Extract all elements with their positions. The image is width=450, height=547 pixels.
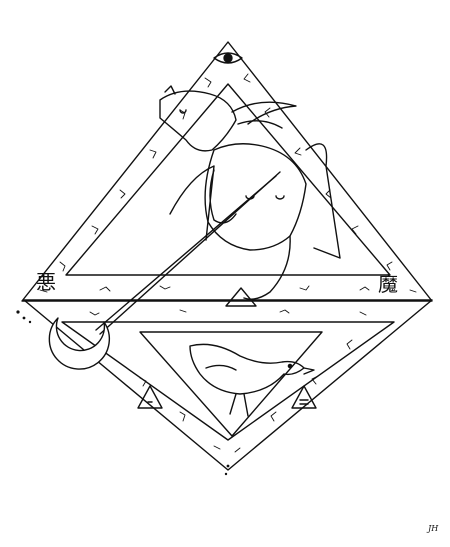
demon-figure [159, 85, 341, 300]
upward-triangle-frame [21, 41, 433, 302]
crow-figure [189, 343, 315, 417]
marble-texture [39, 73, 417, 453]
small-side-triangles [137, 385, 317, 409]
staff-with-crescent [48, 171, 281, 370]
ink-drips [16, 310, 230, 476]
artist-signature: JH [428, 524, 439, 533]
all-seeing-eye-icon [213, 52, 243, 64]
kanji-demon-label: 魔 [378, 272, 398, 296]
kanji-evil-label: 悪 [36, 270, 56, 294]
downward-triangle-frame [23, 299, 433, 471]
inner-triangle-frame [139, 287, 323, 437]
